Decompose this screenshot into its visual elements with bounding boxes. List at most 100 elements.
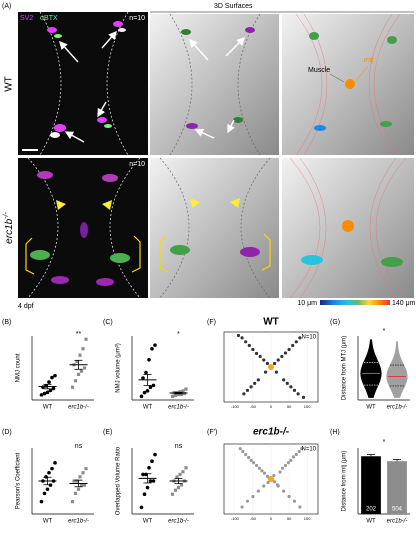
panel-label: (G) — [330, 319, 340, 326]
centroid — [268, 364, 274, 370]
data-point — [81, 471, 85, 475]
data-point — [247, 343, 251, 348]
y-axis-label: NMJ count — [16, 353, 22, 382]
data-point — [173, 393, 178, 398]
data-point — [47, 380, 51, 384]
callout: Muscle — [308, 67, 330, 74]
data-point — [82, 366, 87, 370]
violin — [360, 339, 382, 398]
data-point — [282, 378, 286, 382]
row-label: erc1b-/- — [3, 212, 15, 244]
data-point — [249, 458, 253, 462]
data-point — [274, 370, 279, 374]
x-tick-label: -100 — [231, 404, 240, 409]
data-point — [148, 385, 153, 390]
n-label: 202 — [366, 507, 377, 513]
stain-label: SV2 — [20, 15, 33, 22]
arrow — [189, 37, 245, 139]
significance: ** — [76, 331, 82, 338]
data-point — [291, 455, 296, 459]
data-point — [141, 376, 145, 380]
data-point — [285, 381, 289, 385]
surface-puncta — [170, 27, 403, 267]
data-point — [84, 337, 88, 341]
data-point — [151, 383, 156, 388]
data-point — [257, 466, 262, 470]
gene: erc1b — [4, 218, 15, 243]
data-point — [75, 360, 79, 364]
data-point — [45, 487, 50, 492]
data-point — [170, 394, 175, 398]
row-label: WT — [4, 76, 15, 92]
age-label: 4 dpf — [18, 303, 34, 310]
panel-label: (D) — [2, 429, 12, 436]
data-point — [294, 452, 298, 457]
x-tick-label: erc1b-/- — [68, 519, 89, 525]
x-tick-label: WT — [143, 405, 153, 411]
x-tick-label: 100 — [304, 516, 311, 521]
centroid — [268, 476, 274, 482]
data-point — [241, 449, 245, 454]
micrograph-wt — [18, 12, 148, 155]
data-point — [147, 357, 151, 362]
callout: mtj — [364, 57, 374, 64]
data-point — [291, 343, 295, 348]
surface-render — [150, 14, 279, 155]
chart-title: erc1b-/- — [253, 427, 290, 438]
data-point — [48, 388, 53, 393]
data-point — [276, 484, 280, 488]
data-point — [176, 486, 181, 490]
data-point — [70, 385, 75, 389]
data-point — [252, 461, 256, 465]
data-point — [178, 390, 182, 394]
data-point — [145, 389, 150, 393]
arrowhead — [190, 198, 240, 208]
data-point — [153, 343, 157, 347]
x-tick-label: -100 — [231, 516, 240, 521]
x-tick-label: -50 — [250, 404, 257, 409]
colorbar-label: 10 μm — [297, 300, 317, 307]
bar — [387, 461, 407, 514]
data-point — [72, 479, 76, 483]
x-tick-label: 100 — [304, 404, 311, 409]
x-tick-label: 50 — [287, 404, 292, 409]
data-point — [298, 336, 302, 340]
n-label: n=10 — [129, 161, 145, 168]
data-point — [78, 475, 82, 479]
data-point — [148, 479, 153, 483]
x-tick-label: WT — [366, 519, 376, 525]
data-point — [273, 480, 277, 484]
data-point — [76, 487, 81, 491]
data-point — [301, 395, 306, 399]
data-point — [75, 479, 79, 483]
data-point — [286, 461, 290, 465]
data-point — [39, 499, 44, 504]
data-point — [179, 483, 184, 487]
data-point — [142, 390, 147, 395]
data-point — [142, 492, 147, 497]
header: 3D Surfaces — [214, 3, 253, 10]
data-point — [262, 484, 266, 488]
data-point — [249, 385, 253, 389]
data-point — [150, 347, 154, 351]
data-point — [283, 463, 288, 468]
puncta — [30, 21, 130, 286]
data-point — [139, 505, 144, 510]
panel-label: (B) — [2, 319, 11, 326]
x-tick-label: -50 — [250, 516, 257, 521]
data-point — [51, 386, 56, 391]
data-point — [240, 505, 244, 509]
data-point — [79, 369, 84, 373]
data-point — [182, 392, 187, 396]
leader — [354, 65, 369, 83]
data-point — [44, 475, 48, 479]
data-point — [81, 347, 85, 351]
data-point — [84, 467, 88, 471]
stain-label: αBTX — [40, 15, 58, 22]
surface-render — [150, 158, 279, 298]
data-point — [294, 340, 298, 344]
colorbar-label: 140 μm — [392, 300, 416, 307]
data-point — [273, 361, 277, 366]
data-point — [298, 505, 302, 509]
data-point — [262, 471, 267, 475]
